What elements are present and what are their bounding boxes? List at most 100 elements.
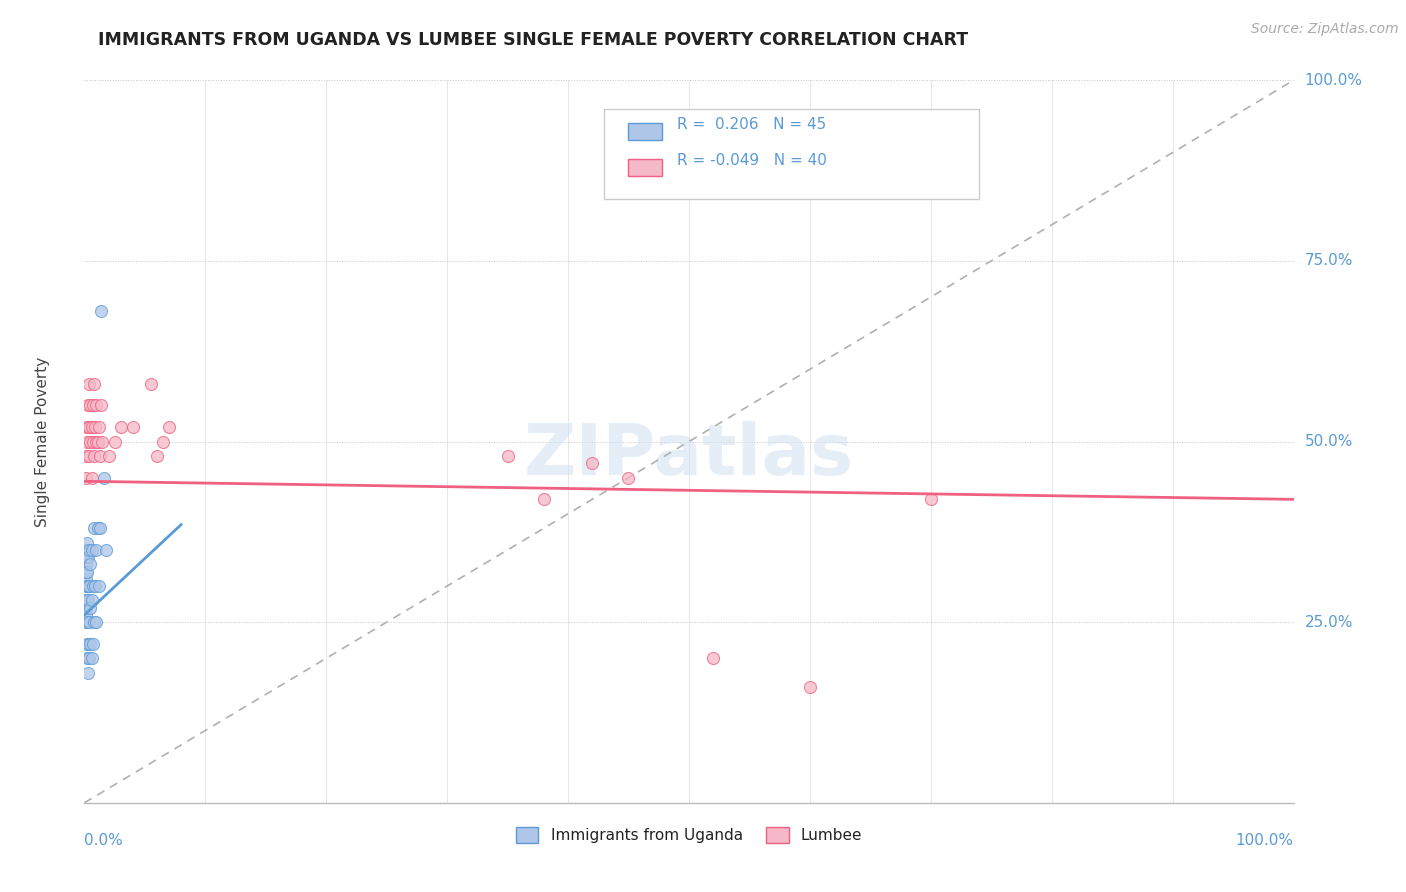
Point — [75, 470, 97, 484]
Point — [76, 565, 98, 579]
Point — [75, 449, 97, 463]
Point — [91, 434, 114, 449]
Point — [77, 449, 100, 463]
Point — [77, 651, 100, 665]
Text: 75.0%: 75.0% — [1305, 253, 1353, 268]
Point — [920, 492, 942, 507]
Point — [76, 579, 98, 593]
Point — [86, 434, 108, 449]
Point — [75, 593, 97, 607]
Point — [77, 579, 100, 593]
Text: Source: ZipAtlas.com: Source: ZipAtlas.com — [1251, 22, 1399, 37]
Point — [84, 579, 107, 593]
Point — [76, 593, 98, 607]
Point — [77, 542, 100, 557]
Point — [139, 376, 162, 391]
Point — [83, 521, 105, 535]
Legend: Immigrants from Uganda, Lumbee: Immigrants from Uganda, Lumbee — [509, 822, 869, 849]
Point — [76, 535, 98, 549]
Point — [79, 600, 101, 615]
Text: 0.0%: 0.0% — [84, 833, 124, 848]
Point — [93, 470, 115, 484]
Point — [75, 565, 97, 579]
Point — [82, 637, 104, 651]
Point — [77, 550, 100, 565]
Text: Single Female Poverty: Single Female Poverty — [35, 357, 49, 526]
Point — [77, 420, 100, 434]
Point — [146, 449, 169, 463]
Point — [75, 558, 97, 572]
Point — [79, 558, 101, 572]
Point — [86, 542, 108, 557]
Point — [77, 615, 100, 630]
Text: R = -0.049   N = 40: R = -0.049 N = 40 — [676, 153, 827, 168]
Point — [79, 398, 101, 412]
Point — [496, 449, 519, 463]
Point — [77, 398, 100, 412]
FancyBboxPatch shape — [628, 123, 662, 140]
Text: R =  0.206   N = 45: R = 0.206 N = 45 — [676, 117, 827, 132]
Point — [76, 434, 98, 449]
Point — [82, 398, 104, 412]
Point — [152, 434, 174, 449]
Point — [76, 420, 98, 434]
Point — [617, 470, 640, 484]
Point — [76, 637, 98, 651]
Point — [77, 665, 100, 680]
Point — [80, 542, 103, 557]
Text: 100.0%: 100.0% — [1305, 73, 1362, 87]
Point — [76, 550, 98, 565]
Point — [86, 521, 108, 535]
Point — [104, 434, 127, 449]
Point — [77, 376, 100, 391]
Text: ZIPatlas: ZIPatlas — [524, 422, 853, 491]
Point — [90, 304, 112, 318]
Point — [82, 434, 104, 449]
Point — [77, 579, 100, 593]
FancyBboxPatch shape — [628, 159, 662, 177]
Point — [83, 376, 105, 391]
Point — [79, 637, 101, 651]
Point — [87, 579, 110, 593]
Point — [79, 434, 101, 449]
Point — [110, 420, 132, 434]
Point — [89, 521, 111, 535]
Point — [799, 680, 821, 694]
Point — [89, 449, 111, 463]
Point — [75, 579, 97, 593]
Point — [83, 615, 105, 630]
Point — [75, 542, 97, 557]
Point — [82, 579, 104, 593]
Point — [86, 398, 108, 412]
Point — [97, 449, 120, 463]
Point — [77, 593, 100, 607]
Point — [86, 615, 108, 630]
Point — [75, 607, 97, 622]
Point — [75, 572, 97, 586]
Point — [80, 420, 103, 434]
Point — [75, 600, 97, 615]
Text: IMMIGRANTS FROM UGANDA VS LUMBEE SINGLE FEMALE POVERTY CORRELATION CHART: IMMIGRANTS FROM UGANDA VS LUMBEE SINGLE … — [98, 31, 969, 49]
FancyBboxPatch shape — [605, 109, 979, 200]
Point — [86, 434, 108, 449]
Point — [581, 456, 603, 470]
Point — [84, 420, 107, 434]
Point — [77, 615, 100, 630]
Point — [77, 637, 100, 651]
Text: 50.0%: 50.0% — [1305, 434, 1353, 449]
Text: 25.0%: 25.0% — [1305, 615, 1353, 630]
Point — [80, 593, 103, 607]
Point — [94, 542, 117, 557]
Point — [83, 449, 105, 463]
Point — [90, 398, 112, 412]
Point — [702, 651, 724, 665]
Point — [87, 420, 110, 434]
Point — [533, 492, 555, 507]
Point — [121, 420, 143, 434]
Point — [80, 651, 103, 665]
Point — [76, 651, 98, 665]
Point — [80, 470, 103, 484]
Point — [157, 420, 180, 434]
Point — [77, 420, 100, 434]
Point — [75, 615, 97, 630]
